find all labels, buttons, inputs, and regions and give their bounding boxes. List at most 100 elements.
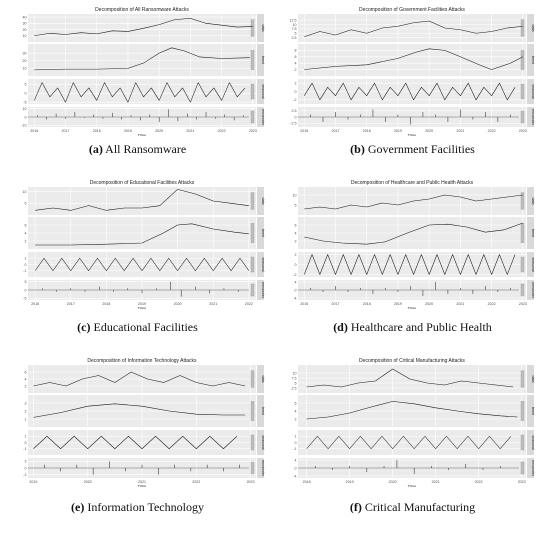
row-label: seasonal (531, 435, 535, 450)
row-label: seasonal (261, 257, 265, 272)
row-label-strip (527, 107, 534, 127)
caption-text: Critical Manufacturing (361, 500, 476, 514)
y-tick-label: 5 (295, 381, 297, 385)
scale-bar (520, 110, 525, 124)
row-label-strip (527, 458, 534, 478)
scale-bar (520, 283, 525, 297)
caption-letter: (c) (77, 320, 91, 334)
row-label-strip (527, 79, 534, 104)
decomposition-chart-d: Decomposition of Healthcare and Public H… (293, 180, 535, 309)
x-tick-label: 2020 (84, 480, 92, 484)
row-label: data (531, 376, 535, 383)
x-tick-label: 2022 (475, 480, 483, 484)
panel-caption: (c) Educational Facilities (0, 320, 275, 335)
y-tick-label: 4 (295, 231, 297, 235)
row-label: data (261, 376, 265, 383)
row-label-strip (257, 44, 264, 76)
y-tick-label: 10 (23, 190, 27, 194)
y-tick-label: 4 (295, 280, 297, 284)
y-tick-label: 2 (25, 384, 27, 388)
strip-background-trend (28, 44, 256, 76)
row-label: remainder (261, 282, 265, 299)
caption-letter: (b) (350, 142, 365, 156)
chart-title: Decomposition of Healthcare and Public H… (351, 180, 474, 186)
x-tick-label: 2017 (331, 302, 339, 306)
scale-bar (520, 19, 525, 37)
series-line-seasonal (33, 435, 238, 450)
x-axis-label: Time (408, 484, 418, 488)
x-tick-label: 2021 (456, 302, 464, 306)
x-tick-label: 2016 (30, 129, 38, 133)
x-tick-label: 2021 (186, 129, 194, 133)
caption-letter: (e) (71, 500, 85, 514)
x-tick-label: 2021 (456, 129, 464, 133)
chart-title: Decomposition of Government Facilities A… (359, 7, 465, 13)
y-tick-label: 2 (25, 460, 27, 464)
row-label: remainder (531, 109, 535, 126)
y-tick-label: 0 (25, 92, 27, 96)
x-tick-label: 2022 (218, 129, 226, 133)
x-axis-label: Time (408, 133, 418, 137)
strip-background-data (298, 365, 526, 393)
scale-bar (250, 434, 255, 451)
y-tick-label: -10 (21, 124, 26, 128)
x-tick-label: 2018 (363, 129, 371, 133)
scale-bar (250, 461, 255, 475)
scale-bar (250, 370, 255, 388)
scale-bar (520, 461, 525, 475)
y-tick-label: 4 (25, 231, 27, 235)
x-tick-label: 2020 (425, 302, 433, 306)
row-label: seasonal (531, 84, 535, 99)
series-line-trend (33, 403, 246, 418)
decomposition-chart-f: Decomposition of Critical Manufacturing … (292, 358, 535, 488)
row-label: trend (531, 56, 535, 64)
scale-bar (520, 223, 525, 243)
row-label: data (531, 198, 535, 205)
y-tick-label: -1 (293, 447, 296, 451)
y-tick-label: 6 (295, 223, 297, 227)
row-label-strip (257, 14, 264, 42)
row-label: seasonal (261, 84, 265, 99)
row-label: trend (261, 56, 265, 64)
row-label-strip (257, 458, 264, 478)
caption-letter: (a) (88, 142, 103, 156)
scale-bar (520, 50, 525, 70)
row-label-strip (257, 252, 264, 277)
y-tick-label: 5 (25, 202, 27, 206)
caption-letter: (d) (333, 320, 348, 334)
y-tick-label: 2 (295, 68, 297, 72)
row-label-strip (527, 44, 534, 76)
row-label: remainder (261, 109, 265, 126)
series-line-data (34, 18, 253, 37)
row-label-strip (527, 252, 534, 277)
y-tick-label: 6 (25, 370, 27, 374)
scale-bar (520, 83, 525, 100)
y-tick-label: 0 (295, 90, 297, 94)
y-tick-label: 4 (295, 62, 297, 66)
row-label-strip (257, 365, 264, 393)
row-label: remainder (531, 460, 535, 477)
y-tick-label: 0 (295, 263, 297, 267)
x-tick-label: 2021 (432, 480, 440, 484)
decomposition-chart-e: Decomposition of Information Technology … (23, 358, 265, 487)
strip-background-seasonal (28, 79, 256, 104)
x-tick-label: 2019 (346, 480, 354, 484)
scale-bar (250, 223, 255, 243)
y-tick-label: 10 (293, 371, 297, 375)
row-label: data (261, 198, 265, 205)
row-label-strip (527, 365, 534, 393)
y-tick-label: 12.5 (290, 18, 297, 22)
series-line-trend (304, 222, 523, 245)
scale-bar (520, 256, 525, 273)
row-label: trend (531, 407, 535, 415)
strip-background-data (28, 14, 256, 42)
row-label: trend (261, 407, 265, 415)
row-label-strip (527, 395, 534, 427)
y-tick-label: 2 (25, 239, 27, 243)
scale-bar (250, 19, 255, 37)
decomposition-chart-a: Decomposition of All Ransomware Attacks 1… (21, 7, 265, 136)
x-tick-label: 2016 (300, 129, 308, 133)
scale-bar (250, 110, 255, 124)
row-label: data (531, 25, 535, 32)
x-tick-label: 2020 (155, 129, 163, 133)
